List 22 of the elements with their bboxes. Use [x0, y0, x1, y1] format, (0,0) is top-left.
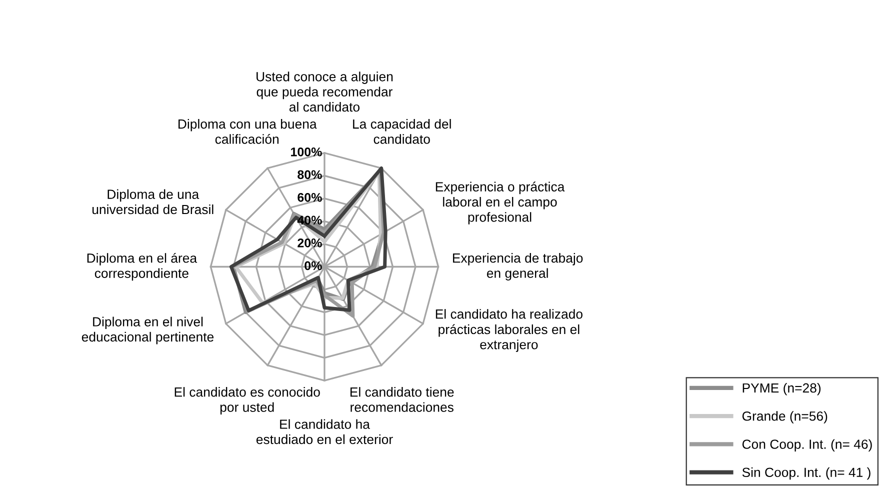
y-tick-label: 40% [297, 216, 322, 225]
spoke-label: Experiencia o práctica laboral en el campo profesional [436, 182, 565, 224]
spoke-label: Experiencia de trabajo en general [453, 253, 583, 280]
spoke-label: La capacidad del candidato [353, 119, 451, 144]
y-tick-label: 60% [298, 192, 322, 202]
spoke-label: Diploma de una universidad de Brasil [92, 189, 214, 214]
legend-label: Sin Coop. Int. (n= 41 ) [742, 467, 870, 480]
y-tick-label: 100% [291, 147, 322, 156]
spoke-label: Diploma con una buena calificación [178, 119, 317, 144]
spoke-label: El candidato es conocido por usted [174, 387, 320, 415]
y-tick-label: 80% [298, 170, 322, 180]
spoke-label: El candidato ha estudiado en el exterior [256, 419, 393, 444]
legend-label: Grande (n=56) [742, 411, 828, 424]
spoke-label: El candidato tiene recomendaciones [350, 387, 454, 412]
spoke-label: Diploma en el nivel educacional pertinente [82, 316, 214, 344]
y-tick-label: 20% [298, 238, 322, 248]
spoke-label: El candidato ha realizado prácticas laborales en el extranjero [436, 309, 582, 352]
legend-label: PYME (n=28) [742, 382, 821, 396]
spoke-label: Diploma en el área correspondiente [87, 252, 198, 281]
spoke-label: Usted conoce a alguien que pueda recomendar al candidato [256, 72, 393, 112]
y-tick-label: 0% [304, 261, 322, 270]
legend-label: Con Coop. Int. (n= 46) [742, 439, 872, 452]
